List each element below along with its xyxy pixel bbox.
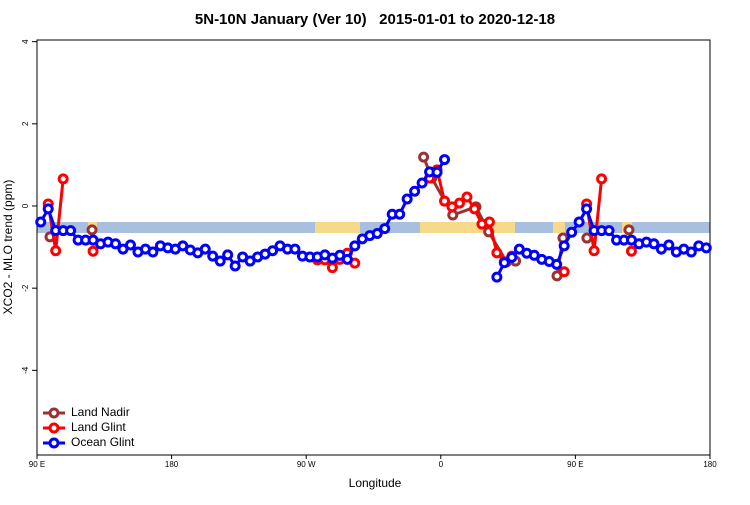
data-point [394,208,406,220]
data-point [35,216,47,228]
data-point [700,242,712,254]
data-point [409,185,421,197]
y-axis-label: XCO2 - MLO trend (ppm) [1,180,15,315]
data-point [581,203,593,215]
data-point [349,240,361,252]
data-point [289,243,301,255]
y-tick-label: 2 [21,121,30,126]
data-point [558,240,570,252]
data-point [439,154,451,166]
data-point [453,197,465,209]
data-point [468,203,480,215]
x-tick-label: 90 E [29,460,45,469]
x-tick-label: 180 [703,460,717,469]
data-point [461,191,473,203]
x-tick-label: 90 W [297,460,316,469]
legend-label: Land Nadir [71,405,130,419]
legend-marker [48,407,60,419]
data-point [341,253,353,265]
data-point [483,216,495,228]
data-point [50,245,62,257]
data-point [491,247,503,259]
y-tick-label: 0 [21,203,30,208]
data-point [506,251,518,263]
data-point [663,239,675,251]
data-point [648,238,660,250]
data-point [623,224,635,236]
x-axis-label: Longitude [349,476,402,490]
legend-marker [48,437,60,449]
x-tick-label: 180 [165,460,179,469]
data-point [326,262,338,274]
legend-marker [48,422,60,434]
data-point [625,245,637,257]
y-tick-label: -2 [21,284,30,292]
data-point [498,257,510,269]
data-point [87,245,99,257]
data-point [431,166,443,178]
legend-label: Ocean Glint [71,435,135,449]
data-point [86,224,98,236]
data-point [65,225,77,237]
data-point [214,255,226,267]
data-point [267,245,279,257]
data-point [371,228,383,240]
data-point [229,260,241,272]
data-point [57,173,69,185]
data-point [573,216,585,228]
data-point [379,223,391,235]
chart-title: 5N-10N January (Ver 10) 2015-01-01 to 20… [195,11,555,28]
data-point [124,239,136,251]
data-point [491,271,503,283]
data-point [439,195,451,207]
data-point [566,226,578,238]
data-point [551,258,563,270]
data-point [222,249,234,261]
x-tick-label: 90 E [567,460,583,469]
data-point [596,173,608,185]
data-point [581,232,593,244]
y-tick-label: 4 [21,39,30,44]
data-point [416,177,428,189]
y-tick-label: -4 [21,366,30,374]
data-point [199,243,211,255]
data-point [147,246,159,258]
data-point [685,246,697,258]
data-point [588,245,600,257]
data-point [110,238,122,250]
series-line [495,205,707,278]
legend-label: Land Glint [71,420,126,434]
data-point [42,203,54,215]
data-point [401,193,413,205]
series-line [39,158,446,269]
x-tick-label: 0 [439,460,444,469]
data-point [418,151,430,163]
data-point [603,225,615,237]
data-point [207,250,219,262]
data-point [558,266,570,278]
